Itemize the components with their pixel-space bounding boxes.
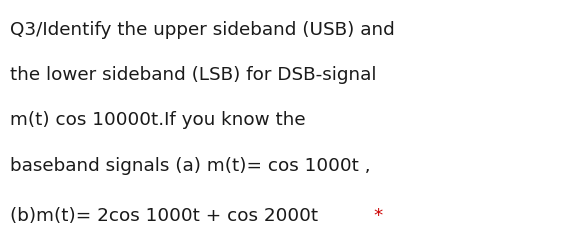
Text: Q3/Identify the upper sideband (USB) and: Q3/Identify the upper sideband (USB) and bbox=[10, 21, 395, 39]
Text: the lower sideband (LSB) for DSB-signal: the lower sideband (LSB) for DSB-signal bbox=[10, 66, 377, 84]
Text: (b)m(t)= 2cos 1000t + cos 2000t: (b)m(t)= 2cos 1000t + cos 2000t bbox=[10, 206, 324, 224]
Text: baseband signals (a) m(t)= cos 1000t ,: baseband signals (a) m(t)= cos 1000t , bbox=[10, 156, 371, 174]
Text: *: * bbox=[373, 206, 382, 224]
Text: m(t) cos 10000t.If you know the: m(t) cos 10000t.If you know the bbox=[10, 111, 306, 129]
